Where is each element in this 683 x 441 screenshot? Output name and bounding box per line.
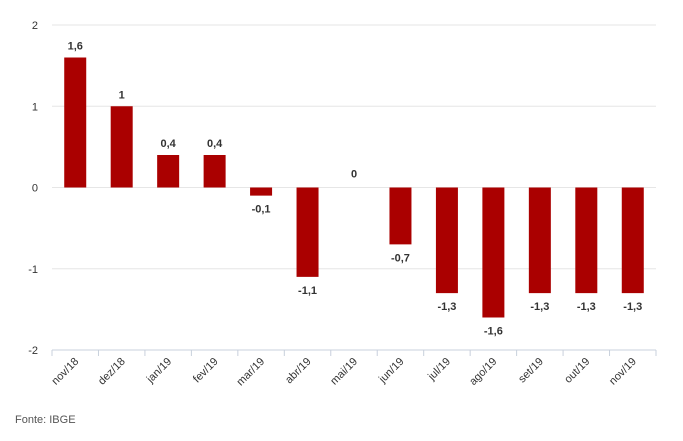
x-tick-label: mai/19 <box>328 356 360 388</box>
data-label: -1,1 <box>298 285 317 297</box>
y-tick-label: -2 <box>28 345 38 357</box>
bar <box>110 106 133 188</box>
data-label: -1,3 <box>577 301 596 313</box>
y-tick-label: 0 <box>32 183 38 195</box>
x-tick-label: nov/19 <box>607 356 639 388</box>
gridlines <box>52 24 656 270</box>
data-label: -1,3 <box>530 301 549 313</box>
bar <box>296 187 319 277</box>
bar <box>528 187 551 294</box>
data-label: -1,3 <box>437 301 456 313</box>
y-tick-label: 1 <box>32 101 38 113</box>
bars <box>64 57 644 318</box>
data-label: 1 <box>119 89 125 101</box>
bar <box>203 155 226 188</box>
bar <box>389 187 412 245</box>
data-label: -1,6 <box>484 326 503 338</box>
x-tick-label: jul/19 <box>425 356 453 384</box>
y-tick-label: -1 <box>28 264 38 276</box>
y-axis: 2 1 0 -1 -2 <box>28 20 38 357</box>
data-label: -0,1 <box>252 204 271 216</box>
x-tick-label: dez/18 <box>96 356 128 388</box>
bar <box>250 187 273 196</box>
bar <box>575 187 598 294</box>
y-tick-label: 2 <box>32 20 38 32</box>
bar <box>64 57 87 188</box>
data-label: 0,4 <box>161 138 177 150</box>
x-tick-label: mar/19 <box>234 356 267 389</box>
x-tick-label: jun/19 <box>376 356 406 386</box>
data-label: 0 <box>351 169 357 181</box>
x-tick-label: fev/19 <box>191 356 221 386</box>
x-tick-label: abr/19 <box>283 356 314 387</box>
data-label: -1,3 <box>623 301 642 313</box>
bar <box>435 187 458 294</box>
x-tick-label: set/19 <box>516 356 546 386</box>
x-tick-label: ago/19 <box>467 356 499 388</box>
bar <box>157 155 180 188</box>
x-axis: nov/18 dez/18 jan/19 fev/19 mar/19 abr/19 mai/… <box>50 349 657 389</box>
x-tick-label: out/19 <box>562 356 592 386</box>
bar <box>482 187 505 318</box>
data-labels: 1,6 1 0,4 0,4 -0,1 -1,1 0 -0,7 -1,3 -1,6 -1,3 -1,3 -… <box>68 41 643 338</box>
source-note: Fonte: IBGE <box>15 414 76 426</box>
x-tick-label: nov/18 <box>50 356 82 388</box>
bar <box>621 187 644 294</box>
data-label: 1,6 <box>68 41 83 53</box>
data-label: 0,4 <box>207 138 223 150</box>
data-label: -0,7 <box>391 252 410 264</box>
x-tick-label: jan/19 <box>144 356 174 386</box>
